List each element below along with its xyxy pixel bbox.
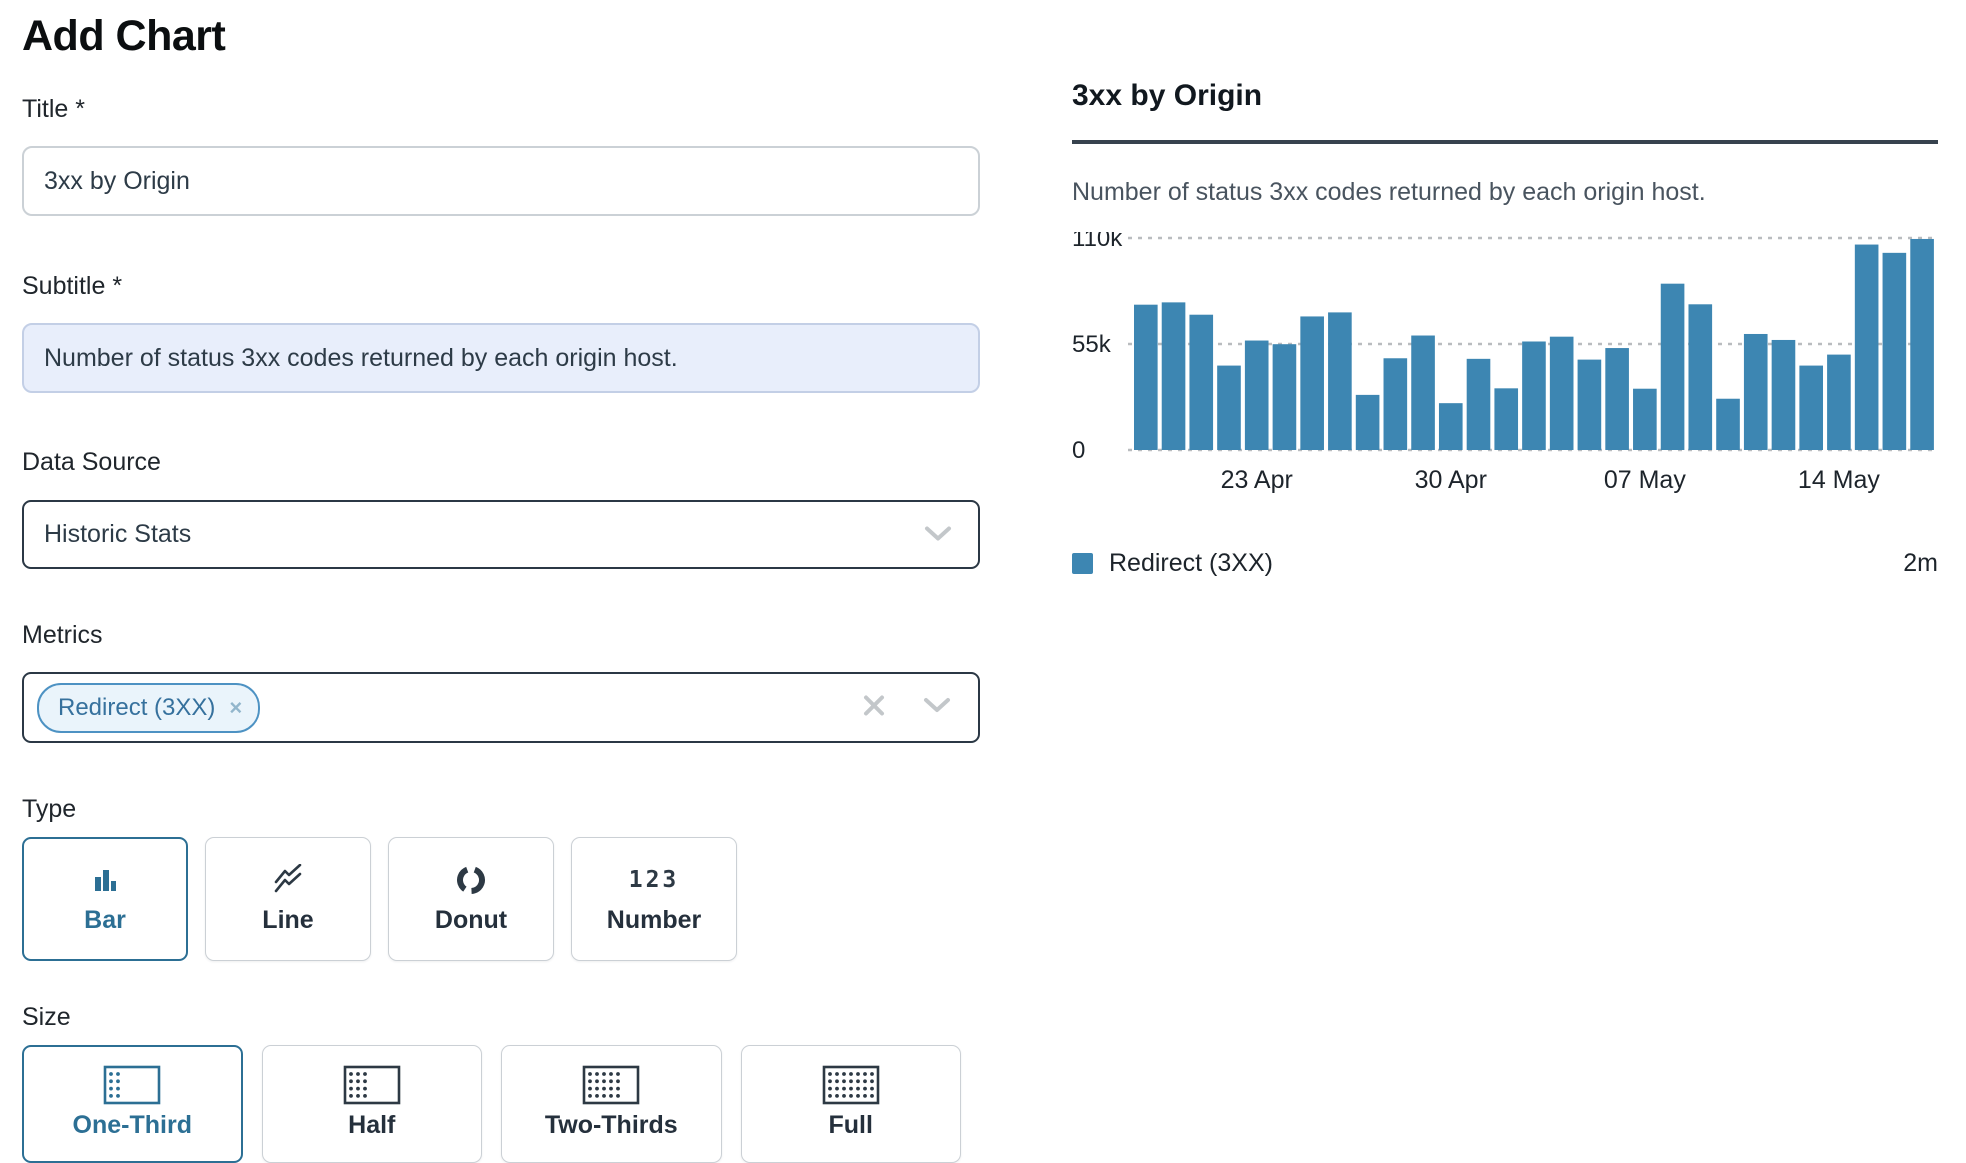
one-third-grid-icon	[102, 1065, 162, 1105]
bar	[1189, 314, 1214, 450]
preview-title: 3xx by Origin	[1072, 79, 1263, 112]
y-axis-tick: 55k	[1072, 331, 1112, 358]
size-option-full[interactable]: Full	[740, 1045, 961, 1163]
page-title: Add Chart	[22, 12, 226, 60]
bar	[1882, 252, 1907, 450]
size-option-label: Half	[348, 1111, 396, 1139]
title-rule	[1072, 140, 1938, 144]
bar	[1910, 238, 1934, 450]
metric-tag-label: Redirect (3XX)	[58, 693, 216, 721]
clear-all-icon[interactable]	[862, 693, 886, 722]
data-source-select[interactable]: Historic Stats	[22, 500, 980, 569]
bar	[1466, 358, 1491, 450]
subtitle-label: Subtitle *	[22, 272, 123, 300]
bar	[1355, 394, 1380, 450]
bar	[1494, 388, 1519, 450]
add-chart-form: Add Chart Title * 3xx by Origin Subtitle…	[22, 0, 980, 1163]
y-axis-tick: 0	[1072, 437, 1085, 464]
bar	[1549, 336, 1574, 450]
bar	[1716, 398, 1740, 450]
bar	[1799, 365, 1824, 450]
bar	[1328, 312, 1352, 450]
type-option-label: Line	[262, 906, 314, 934]
type-option-label: Bar	[84, 906, 126, 934]
bar	[1244, 340, 1269, 450]
type-option-number[interactable]: 123 Number	[571, 837, 737, 961]
subtitle-input-value: Number of status 3xx codes returned by e…	[44, 343, 678, 372]
size-option-label: Two-Thirds	[544, 1111, 678, 1139]
title-input-value: 3xx by Origin	[44, 166, 190, 195]
bar	[1161, 302, 1186, 450]
half-grid-icon	[342, 1065, 402, 1105]
bar	[1217, 365, 1241, 450]
bar	[1522, 341, 1546, 450]
subtitle-input[interactable]: Number of status 3xx codes returned by e…	[22, 323, 980, 393]
full-grid-icon	[821, 1065, 881, 1105]
type-option-label: Donut	[434, 906, 508, 934]
bar	[1743, 333, 1768, 450]
size-option-label: One-Third	[72, 1111, 192, 1139]
bar	[1577, 359, 1602, 450]
chevron-down-icon[interactable]	[923, 697, 951, 719]
metrics-multiselect[interactable]: Redirect (3XX) ×	[22, 672, 980, 743]
legend-swatch-icon	[1072, 553, 1093, 574]
two-thirds-grid-icon	[581, 1065, 641, 1105]
bar	[1272, 344, 1297, 450]
title-label: Title *	[22, 95, 85, 123]
size-option-one-third[interactable]: One-Third	[22, 1045, 243, 1163]
bar	[1771, 339, 1796, 450]
chart-legend: Redirect (3XX) 2m	[1072, 549, 1938, 578]
type-option-label: Number	[606, 906, 702, 934]
bar	[1438, 403, 1463, 450]
size-option-half[interactable]: Half	[261, 1045, 483, 1163]
bar	[1411, 335, 1435, 450]
bar	[1827, 354, 1851, 450]
title-input[interactable]: 3xx by Origin	[22, 146, 980, 216]
line-chart-icon	[271, 863, 305, 897]
bar	[1134, 304, 1158, 450]
metric-tag[interactable]: Redirect (3XX) ×	[37, 682, 261, 733]
type-label: Type	[22, 795, 77, 823]
bar	[1854, 244, 1879, 450]
type-option-donut[interactable]: Donut	[388, 837, 554, 961]
bar	[1660, 283, 1685, 450]
size-option-two-thirds[interactable]: Two-Thirds	[501, 1045, 722, 1163]
legend-label: Redirect (3XX)	[1109, 549, 1273, 577]
x-axis-tick: 30 Apr	[1415, 466, 1487, 494]
x-axis-tick: 07 May	[1604, 466, 1686, 494]
x-axis-tick: 14 May	[1798, 466, 1880, 494]
chart-preview: 3xx by Origin Number of status 3xx codes…	[1072, 78, 1938, 578]
metrics-label: Metrics	[22, 621, 103, 649]
remove-tag-icon[interactable]: ×	[229, 694, 243, 720]
bar	[1633, 388, 1657, 450]
bar-chart: 0 55k 110k 23 Apr 30 Apr 07 May 14 May	[1072, 225, 1938, 494]
preview-subtitle: Number of status 3xx codes returned by e…	[1072, 178, 1706, 206]
type-options: Bar Line Donut 123 Number	[22, 837, 980, 961]
bar	[1688, 304, 1713, 450]
size-option-label: Full	[828, 1111, 873, 1139]
number-icon: 123	[628, 867, 680, 893]
data-source-value: Historic Stats	[44, 520, 192, 548]
data-source-label: Data Source	[22, 448, 161, 476]
chart-area: 0 55k 110k 23 Apr 30 Apr 07 May 14 May	[1072, 225, 1938, 537]
bar	[1605, 348, 1629, 450]
bar	[1383, 358, 1408, 450]
donut-chart-icon	[454, 863, 488, 897]
type-option-line[interactable]: Line	[205, 837, 371, 961]
bar-chart-icon	[89, 863, 121, 897]
x-axis-tick: 23 Apr	[1221, 466, 1293, 494]
bar	[1300, 316, 1324, 450]
y-axis-tick: 110k	[1072, 232, 1123, 252]
size-label: Size	[22, 1003, 71, 1031]
chevron-down-icon[interactable]	[924, 520, 952, 549]
legend-total: 2m	[1903, 549, 1938, 577]
type-option-bar[interactable]: Bar	[22, 837, 188, 961]
size-options: One-Third Half Two-Thirds Full	[22, 1045, 980, 1163]
